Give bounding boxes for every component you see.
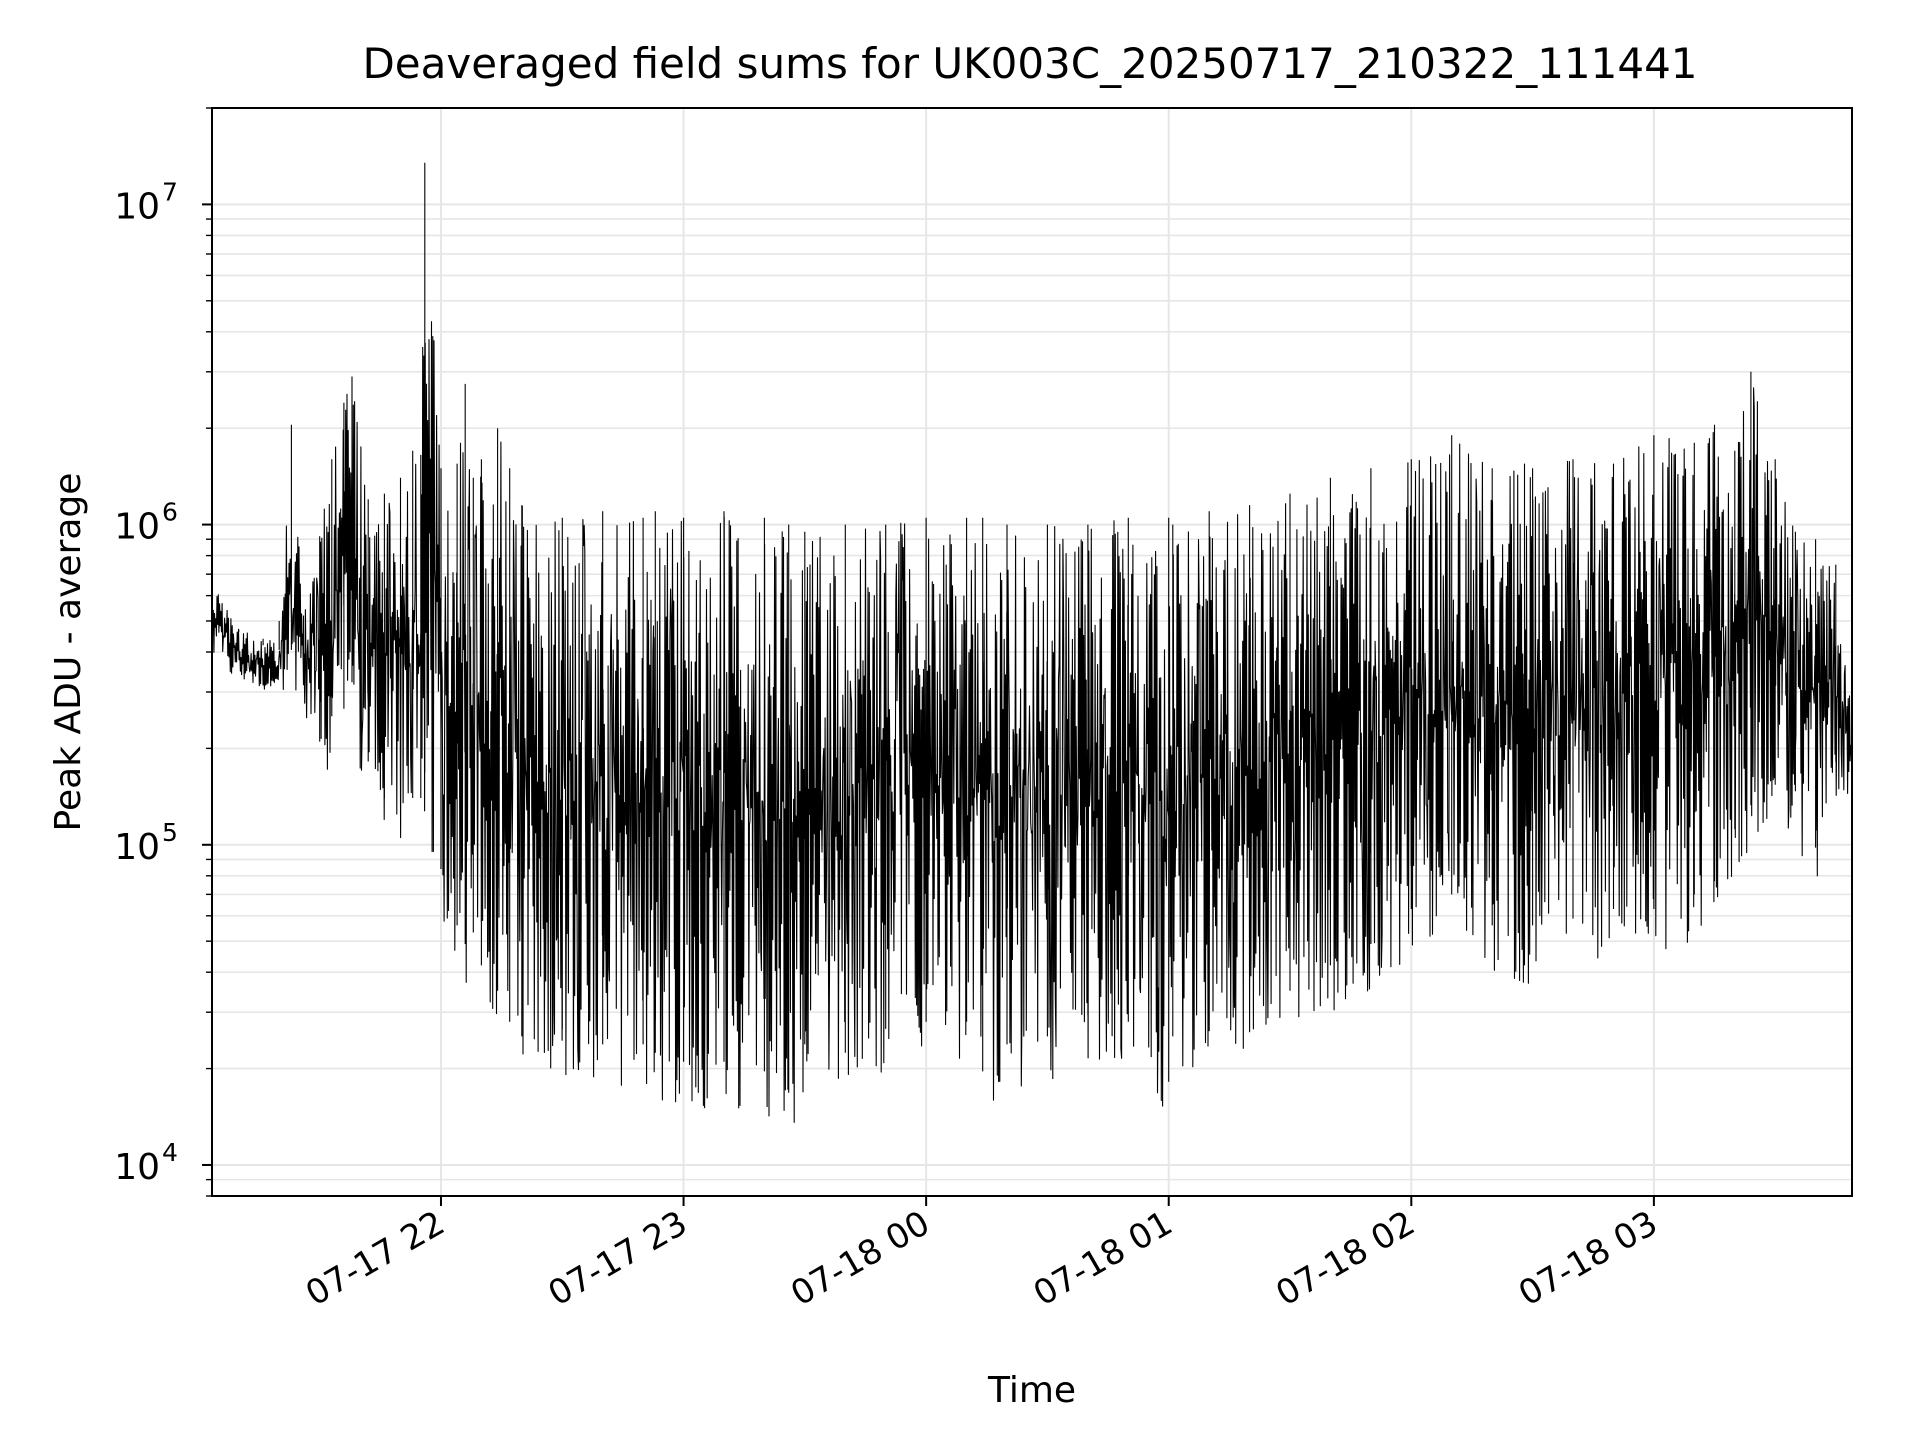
y-tick-exponent: 4 — [162, 1138, 178, 1167]
x-tick-label: 07-18 01 — [1027, 1203, 1179, 1314]
x-tick-label: 07-18 00 — [784, 1203, 936, 1314]
x-axis-label: Time — [987, 1370, 1076, 1411]
x-tick-label: 07-17 22 — [299, 1203, 451, 1314]
y-tick-label: 10 — [114, 186, 160, 227]
y-tick-label: 10 — [114, 827, 160, 868]
y-tick-exponent: 5 — [162, 818, 178, 847]
chart-title: Deaveraged field sums for UK003C_2025071… — [362, 39, 1697, 88]
y-tick-exponent: 7 — [162, 177, 178, 206]
series-line — [211, 162, 1853, 1123]
x-tick-label: 07-18 02 — [1269, 1203, 1421, 1314]
x-tick-label: 07-17 23 — [542, 1203, 694, 1314]
y-axis-label: Peak ADU - average — [48, 473, 89, 832]
y-tick-label: 10 — [114, 1147, 160, 1188]
y-tick-exponent: 6 — [162, 498, 178, 527]
y-tick-label: 10 — [114, 507, 160, 548]
x-tick-label: 07-18 03 — [1512, 1203, 1664, 1314]
